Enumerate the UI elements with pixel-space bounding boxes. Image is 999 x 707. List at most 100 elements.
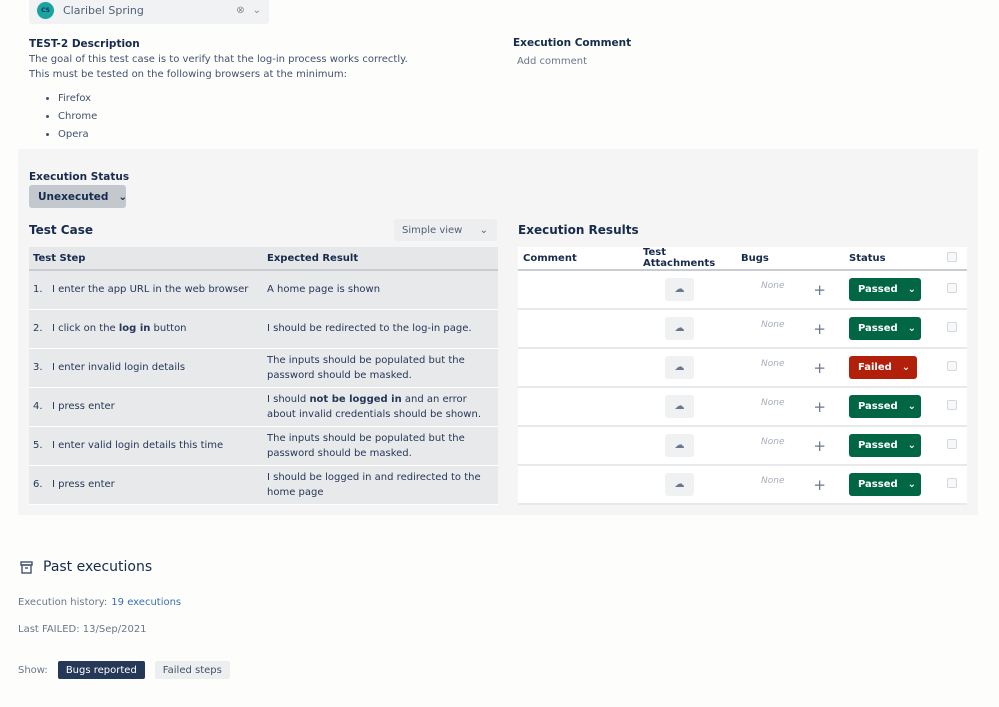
add-bug-icon[interactable]: +: [813, 280, 826, 299]
clear-icon[interactable]: ⊗: [236, 4, 245, 16]
status-value: Passed: [858, 440, 898, 451]
last-failed-label: Last FAILED:: [18, 624, 80, 635]
show-label: Show:: [18, 664, 48, 676]
browser-item: Firefox: [58, 90, 408, 108]
step-text: button: [150, 323, 187, 334]
step-number: 2.: [33, 323, 43, 334]
upload-cloud-icon[interactable]: ☁: [665, 356, 694, 379]
expected-result-text: A home page is shown: [267, 282, 482, 297]
expected-result-text: I should be logged in and redirected to …: [267, 470, 482, 500]
execution-results-table: Comment Test Attachments Bugs Status ☁ No…: [518, 247, 967, 505]
expected-result-cell: I should not be logged in and an error a…: [263, 387, 498, 427]
view-select[interactable]: Simple view ⌄: [394, 219, 497, 241]
comment-cell[interactable]: [518, 465, 638, 505]
select-cell: [936, 426, 967, 466]
expected-text: The inputs should be populated but the p…: [267, 432, 465, 459]
add-bug-icon[interactable]: +: [813, 397, 826, 416]
row-checkbox[interactable]: [946, 361, 957, 371]
select-cell: [936, 465, 967, 505]
history-link[interactable]: 19 executions: [111, 597, 182, 608]
bugs: None +: [736, 476, 844, 494]
test-step-cell: 2. I click on the log in button: [29, 309, 263, 349]
chevron-down-icon: ⌄: [907, 284, 917, 295]
description-line: The goal of this test case is to verify …: [29, 54, 408, 65]
execution-status-dropdown[interactable]: Unexecuted ⌄: [29, 185, 127, 208]
add-bug-icon[interactable]: +: [813, 475, 826, 494]
row-checkbox[interactable]: [946, 439, 957, 449]
bugs-none: None: [761, 436, 785, 447]
test-step-row: 5. I enter valid login details this time T…: [29, 426, 498, 466]
bugs-none: None: [761, 475, 785, 486]
bugs-none: None: [761, 397, 785, 408]
status-dropdown[interactable]: Passed ⌄: [849, 473, 921, 496]
upload-cloud-icon[interactable]: ☁: [665, 473, 694, 496]
status-dropdown[interactable]: Passed ⌄: [849, 278, 921, 301]
attachments-cell: ☁: [638, 270, 736, 310]
avatar: CS: [37, 1, 54, 19]
bugs-cell: None +: [736, 465, 844, 505]
chevron-down-icon: ⌄: [907, 401, 917, 412]
add-bug-icon[interactable]: +: [813, 319, 826, 338]
test-step-cell: 1. I enter the app URL in the web browser: [29, 270, 263, 310]
upload-cloud-icon[interactable]: ☁: [665, 434, 694, 457]
filter-failed-steps[interactable]: Failed steps: [154, 661, 230, 679]
execution-status-label: Execution Status: [29, 171, 130, 183]
result-row: ☁ None + Passed ⌄: [518, 270, 967, 310]
add-bug-icon[interactable]: +: [813, 436, 826, 455]
expected-result-cell: A home page is shown: [263, 270, 498, 310]
status-value: Passed: [858, 284, 898, 295]
description-title: TEST-2 Description: [29, 38, 140, 50]
bugs-cell: None +: [736, 270, 844, 310]
select-cell: [936, 270, 967, 310]
step-number: 4.: [33, 401, 43, 412]
expected-text: I should: [267, 393, 310, 405]
row-checkbox[interactable]: [946, 478, 957, 488]
upload-cloud-icon[interactable]: ☁: [665, 278, 694, 301]
last-failed-date: 13/Sep/2021: [82, 624, 147, 635]
column-header: Status: [844, 247, 936, 271]
add-comment-input[interactable]: Add comment: [517, 56, 588, 67]
status-cell: Passed ⌄: [844, 426, 936, 466]
upload-cloud-icon[interactable]: ☁: [665, 317, 694, 340]
chevron-down-icon[interactable]: ⌄: [252, 4, 261, 16]
expected-text: The inputs should be populated but the p…: [267, 354, 465, 381]
status-dropdown[interactable]: Passed ⌄: [849, 317, 921, 340]
status-value: Passed: [858, 323, 898, 334]
status-dropdown[interactable]: Passed ⌄: [849, 395, 921, 418]
comment-cell[interactable]: [518, 270, 638, 310]
test-step-cell: 4. I press enter: [29, 387, 263, 427]
row-checkbox[interactable]: [946, 283, 957, 293]
comment-cell[interactable]: [518, 426, 638, 466]
step-text: I press enter: [52, 401, 115, 412]
result-row: ☁ None + Passed ⌄: [518, 426, 967, 466]
expected-result-cell: The inputs should be populated but the p…: [263, 348, 498, 388]
step-text: I enter the app URL in the web browser: [52, 284, 249, 296]
column-header: Bugs: [736, 247, 844, 271]
assignee-select[interactable]: CS Claribel Spring ⊗ ⌄: [29, 0, 269, 24]
expected-result-text: I should be redirected to the log-in pag…: [267, 321, 482, 336]
status-dropdown[interactable]: Passed ⌄: [849, 434, 921, 457]
row-checkbox[interactable]: [946, 322, 957, 332]
browser-item: Chrome: [58, 108, 408, 126]
filter-bugs-reported[interactable]: Bugs reported: [57, 661, 145, 679]
upload-cloud-icon[interactable]: ☁: [665, 395, 694, 418]
row-checkbox[interactable]: [946, 400, 957, 410]
select-all-checkbox[interactable]: [946, 251, 957, 262]
comment-cell[interactable]: [518, 348, 638, 388]
select-cell: [936, 387, 967, 427]
test-case-title: Test Case: [29, 223, 93, 237]
comment-cell[interactable]: [518, 309, 638, 349]
status-dropdown[interactable]: Failed ⌄: [849, 356, 917, 379]
status-cell: Passed ⌄: [844, 387, 936, 427]
bugs-cell: None +: [736, 426, 844, 466]
test-step-row: 1. I enter the app URL in the web browser…: [29, 270, 498, 310]
status-cell: Failed ⌄: [844, 348, 936, 388]
description: TEST-2 Description The goal of this test…: [29, 37, 408, 144]
attachments-cell: ☁: [638, 426, 736, 466]
chevron-down-icon: ⌄: [479, 224, 488, 236]
expected-text: I should be redirected to the log-in pag…: [267, 323, 472, 334]
add-bug-icon[interactable]: +: [813, 358, 826, 377]
comment-cell[interactable]: [518, 387, 638, 427]
expected-result-text: The inputs should be populated but the p…: [267, 431, 482, 461]
bugs: None +: [736, 398, 844, 416]
